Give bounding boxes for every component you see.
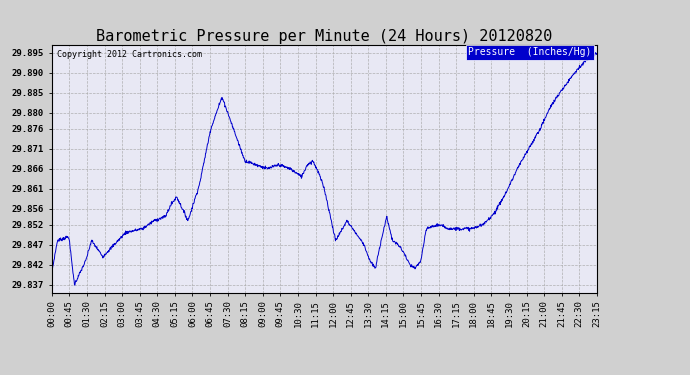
Text: Pressure  (Inches/Hg): Pressure (Inches/Hg) <box>468 48 591 57</box>
Text: Copyright 2012 Cartronics.com: Copyright 2012 Cartronics.com <box>57 50 202 59</box>
Title: Barometric Pressure per Minute (24 Hours) 20120820: Barometric Pressure per Minute (24 Hours… <box>96 29 553 44</box>
